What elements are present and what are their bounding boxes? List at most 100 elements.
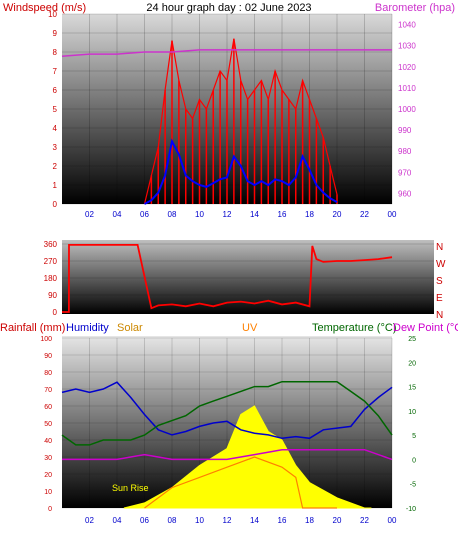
rain-tick: 40 — [44, 438, 52, 445]
temperature-tick: 10 — [408, 409, 416, 416]
compass-tick: N — [436, 242, 443, 253]
temperature-tick: 15 — [408, 385, 416, 392]
compass-tick: E — [436, 293, 443, 304]
wind-x-tick: 02 — [85, 210, 94, 219]
wind-y-tick: 10 — [48, 10, 57, 19]
wind-x-tick: 06 — [140, 210, 149, 219]
direction-tick: 180 — [44, 274, 58, 283]
barometer-line — [61, 49, 392, 57]
wind-y-tick: 3 — [53, 143, 58, 152]
weather-x-tick: 02 — [85, 516, 94, 525]
wind-y-tick: 4 — [53, 124, 58, 133]
wind-gust-line — [143, 38, 338, 205]
direction-series — [62, 243, 393, 313]
temperature-tick: -5 — [410, 482, 416, 489]
compass-tick: N — [436, 310, 443, 321]
rain-tick: 60 — [44, 404, 52, 411]
direction-tick: 0 — [53, 308, 58, 317]
direction-plot-area — [62, 240, 434, 314]
barometer-tick: 1020 — [398, 63, 416, 72]
barometer-tick: 1030 — [398, 42, 416, 51]
uv-label: UV — [242, 322, 258, 334]
wind-x-tick: 10 — [195, 210, 204, 219]
wind-average-line — [144, 138, 338, 205]
wind-axes: 02 04 06 08 10 12 14 16 18 20 22 000123456789109609… — [48, 10, 416, 219]
direction-grid — [62, 243, 434, 313]
weather-x-tick: 20 — [333, 516, 342, 525]
barometer-label: Barometer (hpa) — [375, 2, 455, 14]
wind-y-tick: 2 — [53, 162, 58, 171]
weather-x-tick: 22 — [360, 516, 369, 525]
weather-x-tick: 00 — [388, 516, 397, 525]
direction-tick: 90 — [48, 291, 57, 300]
rain-tick: 100 — [40, 336, 52, 343]
wind-x-tick: 18 — [305, 210, 314, 219]
barometer-tick: 1010 — [398, 84, 416, 93]
wind-x-tick: 12 — [223, 210, 232, 219]
wind-y-tick: 7 — [53, 67, 58, 76]
wind-x-tick: 04 — [113, 210, 122, 219]
temperature-label: Temperature (°C) — [312, 322, 396, 334]
wind-series — [61, 38, 392, 205]
uv-line — [144, 456, 337, 509]
weather-x-tick: 14 — [250, 516, 259, 525]
weather-x-tick: 08 — [168, 516, 177, 525]
rain-tick: 90 — [44, 353, 52, 360]
wind-y-tick: 5 — [53, 105, 58, 114]
barometer-tick: 1000 — [398, 105, 416, 114]
wind-x-tick: 20 — [333, 210, 342, 219]
weather-series — [61, 380, 393, 509]
wind-y-tick: 0 — [53, 200, 58, 209]
barometer-tick: 990 — [398, 126, 412, 135]
rainfall-label: Rainfall (mm) — [0, 322, 65, 334]
humidity-label: Humidity — [66, 322, 109, 334]
temperature-tick: -10 — [406, 506, 416, 513]
dewpoint-line — [62, 448, 393, 461]
wind-y-tick: 9 — [53, 29, 58, 38]
wind-x-tick: 14 — [250, 210, 259, 219]
weather-grid — [62, 337, 393, 509]
weather-axes: 02 04 06 08 10 12 14 16 18 20 22 000102030405060708… — [40, 336, 416, 525]
sun-rise-annotation: Sun Rise — [112, 483, 149, 493]
chart-title: 24 hour graph day : 02 June 2023 — [146, 2, 311, 14]
wind-direction-line — [62, 243, 393, 313]
wind-x-tick: 00 — [388, 210, 397, 219]
rain-tick: 30 — [44, 455, 52, 462]
rain-tick: 20 — [44, 472, 52, 479]
rain-tick: 80 — [44, 370, 52, 377]
weather-x-tick: 04 — [113, 516, 122, 525]
wind-x-tick: 08 — [168, 210, 177, 219]
rain-tick: 10 — [44, 489, 52, 496]
weather-x-tick: 10 — [195, 516, 204, 525]
wind-y-tick: 8 — [53, 48, 58, 57]
barometer-tick: 960 — [398, 189, 412, 198]
rain-tick: 0 — [48, 506, 52, 513]
compass-tick: S — [436, 276, 443, 287]
temperature-tick: 25 — [408, 336, 416, 343]
weather-x-tick: 06 — [140, 516, 149, 525]
humidity-line — [61, 381, 393, 440]
temperature-tick: 20 — [408, 360, 416, 367]
barometer-tick: 970 — [398, 168, 412, 177]
windspeed-label: Windspeed (m/s) — [3, 2, 86, 14]
rain-tick: 50 — [44, 421, 52, 428]
wind-x-tick: 16 — [278, 210, 287, 219]
direction-tick: 360 — [44, 240, 58, 249]
barometer-tick: 980 — [398, 147, 412, 156]
weather-x-tick: 18 — [305, 516, 314, 525]
compass-tick: W — [436, 259, 446, 270]
dewpoint-label: Dew Point (°C) — [393, 322, 458, 334]
weather-x-tick: 16 — [278, 516, 287, 525]
wind-y-tick: 6 — [53, 86, 58, 95]
solar-label: Solar — [117, 322, 143, 334]
wind-x-tick: 22 — [360, 210, 369, 219]
temperature-tick: 5 — [412, 433, 416, 440]
temperature-tick: 0 — [412, 457, 416, 464]
wind-y-tick: 1 — [53, 181, 58, 190]
rain-tick: 70 — [44, 387, 52, 394]
barometer-tick: 1040 — [398, 21, 416, 30]
weather-x-tick: 12 — [223, 516, 232, 525]
direction-tick: 270 — [44, 257, 58, 266]
